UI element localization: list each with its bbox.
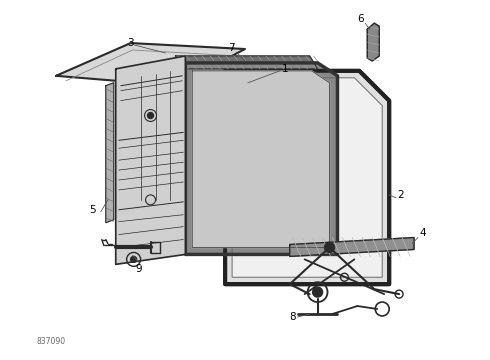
Polygon shape bbox=[232, 78, 382, 277]
Polygon shape bbox=[116, 56, 185, 264]
Circle shape bbox=[147, 113, 153, 118]
Polygon shape bbox=[225, 71, 389, 284]
Polygon shape bbox=[56, 43, 245, 86]
Polygon shape bbox=[192, 71, 329, 247]
Polygon shape bbox=[368, 23, 379, 61]
Circle shape bbox=[131, 256, 137, 262]
Text: 6: 6 bbox=[357, 14, 364, 24]
Text: 7: 7 bbox=[228, 43, 235, 53]
Polygon shape bbox=[175, 56, 318, 69]
Circle shape bbox=[324, 243, 335, 252]
Circle shape bbox=[313, 287, 322, 297]
Text: 4: 4 bbox=[419, 228, 426, 238]
Text: 2: 2 bbox=[397, 190, 404, 200]
Text: 9: 9 bbox=[135, 264, 142, 274]
Text: 1: 1 bbox=[282, 64, 289, 74]
Polygon shape bbox=[290, 238, 414, 256]
Text: 3: 3 bbox=[127, 38, 133, 48]
Text: 8: 8 bbox=[290, 312, 296, 322]
Text: 837090: 837090 bbox=[36, 337, 65, 346]
Polygon shape bbox=[106, 83, 114, 223]
Text: 5: 5 bbox=[89, 205, 96, 215]
Polygon shape bbox=[185, 63, 338, 255]
